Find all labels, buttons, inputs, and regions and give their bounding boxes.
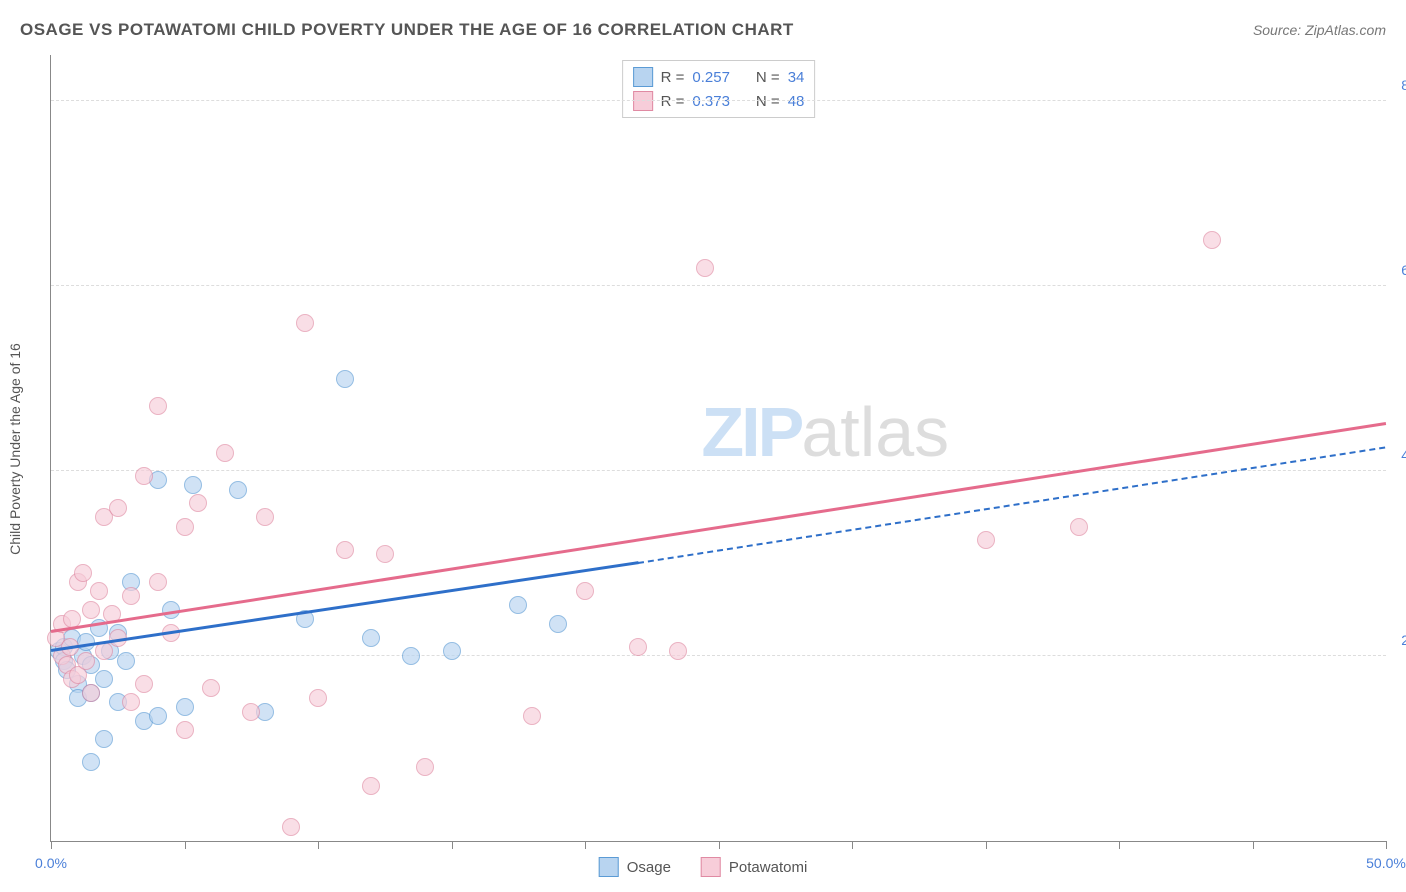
x-tick bbox=[318, 841, 319, 849]
x-tick bbox=[585, 841, 586, 849]
watermark-zip: ZIP bbox=[701, 393, 801, 471]
trend-line-dashed bbox=[638, 446, 1386, 564]
x-tick bbox=[1119, 841, 1120, 849]
y-axis-label: Child Poverty Under the Age of 16 bbox=[7, 343, 23, 555]
gridline-h bbox=[51, 285, 1386, 286]
scatter-point bbox=[669, 642, 687, 660]
scatter-point bbox=[117, 652, 135, 670]
x-tick bbox=[185, 841, 186, 849]
scatter-point bbox=[77, 652, 95, 670]
scatter-point bbox=[176, 698, 194, 716]
scatter-point bbox=[216, 444, 234, 462]
x-tick bbox=[452, 841, 453, 849]
scatter-point bbox=[629, 638, 647, 656]
scatter-point bbox=[189, 494, 207, 512]
legend-item-potawatomi: Potawatomi bbox=[701, 857, 807, 877]
chart-title: OSAGE VS POTAWATOMI CHILD POVERTY UNDER … bbox=[20, 20, 794, 40]
scatter-point bbox=[82, 601, 100, 619]
scatter-point bbox=[977, 531, 995, 549]
watermark-atlas: atlas bbox=[801, 393, 949, 471]
scatter-point bbox=[402, 647, 420, 665]
scatter-point bbox=[109, 499, 127, 517]
trend-line bbox=[51, 561, 639, 651]
legend-swatch-potawatomi-bottom bbox=[701, 857, 721, 877]
scatter-point bbox=[282, 818, 300, 836]
scatter-point bbox=[229, 481, 247, 499]
chart-header: OSAGE VS POTAWATOMI CHILD POVERTY UNDER … bbox=[20, 20, 1386, 40]
y-tick-label: 60.0% bbox=[1401, 262, 1406, 278]
scatter-point bbox=[122, 587, 140, 605]
scatter-point bbox=[90, 582, 108, 600]
chart-container: Child Poverty Under the Age of 16 ZIPatl… bbox=[50, 55, 1386, 842]
scatter-point bbox=[95, 642, 113, 660]
scatter-point bbox=[376, 545, 394, 563]
scatter-point bbox=[362, 777, 380, 795]
scatter-point bbox=[149, 707, 167, 725]
x-tick bbox=[1253, 841, 1254, 849]
scatter-point bbox=[242, 703, 260, 721]
scatter-point bbox=[202, 679, 220, 697]
scatter-point bbox=[82, 753, 100, 771]
scatter-point bbox=[443, 642, 461, 660]
scatter-point bbox=[74, 564, 92, 582]
legend-swatch-osage-bottom bbox=[599, 857, 619, 877]
gridline-h bbox=[51, 100, 1386, 101]
scatter-point bbox=[149, 397, 167, 415]
scatter-point bbox=[1070, 518, 1088, 536]
watermark: ZIPatlas bbox=[701, 392, 949, 472]
gridline-h bbox=[51, 470, 1386, 471]
scatter-point bbox=[95, 670, 113, 688]
scatter-point bbox=[176, 518, 194, 536]
correlation-legend: R = 0.257 N = 34 R = 0.373 N = 48 bbox=[622, 60, 816, 118]
scatter-point bbox=[256, 508, 274, 526]
scatter-point bbox=[95, 730, 113, 748]
x-tick-label: 50.0% bbox=[1366, 855, 1406, 871]
scatter-point bbox=[296, 314, 314, 332]
x-tick bbox=[719, 841, 720, 849]
scatter-point bbox=[576, 582, 594, 600]
scatter-point bbox=[176, 721, 194, 739]
legend-item-osage: Osage bbox=[599, 857, 671, 877]
scatter-point bbox=[336, 541, 354, 559]
scatter-point bbox=[122, 693, 140, 711]
x-tick-label: 0.0% bbox=[35, 855, 67, 871]
scatter-point bbox=[696, 259, 714, 277]
scatter-point bbox=[509, 596, 527, 614]
scatter-point bbox=[309, 689, 327, 707]
scatter-point bbox=[416, 758, 434, 776]
y-tick-label: 20.0% bbox=[1401, 632, 1406, 648]
gridline-h bbox=[51, 655, 1386, 656]
y-tick-label: 80.0% bbox=[1401, 77, 1406, 93]
chart-source: Source: ZipAtlas.com bbox=[1253, 22, 1386, 38]
scatter-point bbox=[336, 370, 354, 388]
x-tick bbox=[51, 841, 52, 849]
x-tick bbox=[1386, 841, 1387, 849]
legend-row-osage: R = 0.257 N = 34 bbox=[633, 65, 805, 89]
trend-line bbox=[51, 422, 1386, 633]
scatter-point bbox=[1203, 231, 1221, 249]
scatter-point bbox=[135, 467, 153, 485]
series-legend: Osage Potawatomi bbox=[599, 857, 808, 877]
y-tick-label: 40.0% bbox=[1401, 447, 1406, 463]
scatter-point bbox=[523, 707, 541, 725]
legend-swatch-osage bbox=[633, 67, 653, 87]
x-tick bbox=[852, 841, 853, 849]
scatter-point bbox=[549, 615, 567, 633]
scatter-point bbox=[149, 573, 167, 591]
scatter-point bbox=[82, 684, 100, 702]
scatter-point bbox=[362, 629, 380, 647]
scatter-point bbox=[184, 476, 202, 494]
plot-area: ZIPatlas R = 0.257 N = 34 R = 0.373 N = … bbox=[50, 55, 1386, 842]
x-tick bbox=[986, 841, 987, 849]
scatter-point bbox=[135, 675, 153, 693]
